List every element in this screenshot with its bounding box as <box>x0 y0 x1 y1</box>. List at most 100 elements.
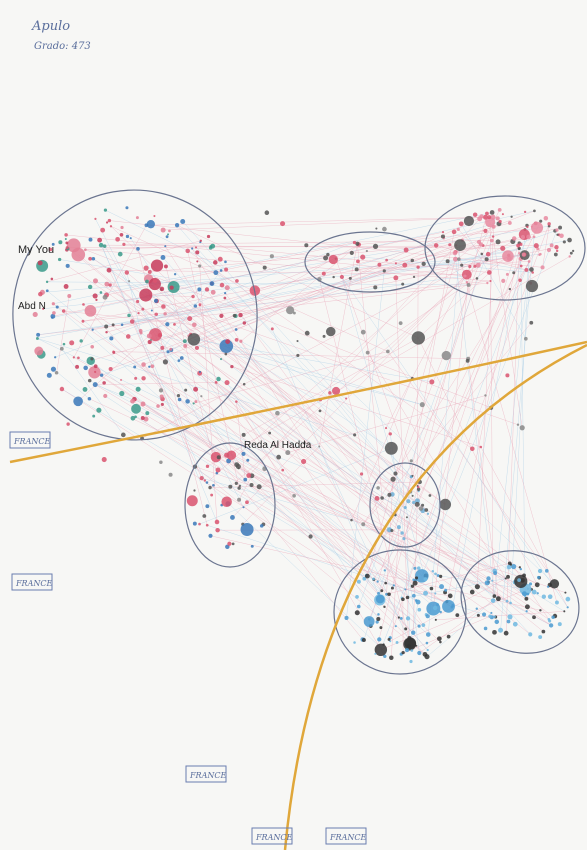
node-dot <box>420 402 425 407</box>
node-dot <box>241 452 245 456</box>
node-dot <box>355 595 359 599</box>
node-dot <box>227 542 231 546</box>
node-dot <box>160 287 165 292</box>
node-dot <box>207 235 210 238</box>
node-dot <box>85 305 97 317</box>
node-dot <box>529 321 533 325</box>
annotation-text: FRANCE <box>255 833 292 842</box>
node-dot <box>466 359 470 363</box>
node-dot <box>475 584 480 589</box>
node-dot <box>432 570 434 572</box>
node-dot <box>178 359 181 362</box>
node-dot <box>477 216 482 221</box>
node-dot <box>538 635 542 639</box>
node-dot <box>281 469 284 472</box>
node-dot <box>97 238 102 243</box>
node-dot <box>467 283 471 287</box>
node-dot <box>542 630 546 634</box>
node-dot <box>125 270 129 274</box>
node-dot <box>100 228 105 233</box>
node-dot <box>373 285 377 289</box>
node-dot <box>191 295 194 298</box>
node-dot <box>496 239 501 244</box>
node-dot <box>435 619 437 621</box>
node-dot <box>349 277 352 280</box>
node-dot <box>235 328 238 331</box>
node-dot <box>452 230 457 235</box>
node-dot <box>545 569 549 573</box>
node-dot <box>94 218 96 220</box>
node-dot <box>539 220 542 223</box>
node-dot <box>498 220 501 223</box>
node-dot <box>493 571 497 575</box>
node-dot <box>493 594 497 598</box>
node-dot <box>375 227 377 229</box>
node-label: My You <box>18 244 54 256</box>
node-dot <box>492 235 494 237</box>
node-dot <box>385 442 398 455</box>
node-dot <box>373 244 378 249</box>
node-dot <box>429 494 432 497</box>
node-dot <box>404 588 406 590</box>
node-dot <box>496 596 501 601</box>
node-dot <box>506 600 509 603</box>
node-dot <box>235 482 238 485</box>
node-dot <box>512 271 515 274</box>
node-dot <box>213 260 218 265</box>
node-dot <box>415 599 418 602</box>
node-dot <box>46 289 49 292</box>
node-dot <box>241 523 254 536</box>
node-dot <box>102 381 106 385</box>
node-dot <box>493 615 496 618</box>
node-dot <box>230 515 235 520</box>
scanned-sheet: Apulo Grado: 473 My You Abd N Reda Al Ha… <box>0 0 587 850</box>
node-dot <box>65 238 67 240</box>
node-label: Abd N <box>18 301 46 312</box>
node-dot <box>374 653 376 655</box>
node-dot <box>385 259 388 262</box>
node-dot <box>498 628 503 633</box>
node-dot <box>519 566 521 568</box>
node-dot <box>200 476 204 480</box>
node-dot <box>109 367 113 371</box>
annotation-text: FRANCE <box>189 771 226 780</box>
node-dot <box>126 334 131 339</box>
node-dot <box>215 381 218 384</box>
node-dot <box>136 216 139 219</box>
node-dot <box>401 283 404 286</box>
node-dot <box>139 329 143 333</box>
node-dot <box>401 651 404 654</box>
node-dot <box>522 591 527 596</box>
node-dot <box>165 322 169 326</box>
node-dot <box>492 225 496 229</box>
node-dot <box>168 230 171 233</box>
node-dot <box>505 577 507 579</box>
node-dot <box>263 266 267 270</box>
sheet-title: Apulo <box>31 19 70 34</box>
node-dot <box>477 614 480 617</box>
node-dot <box>164 264 168 268</box>
node-dot <box>384 582 387 585</box>
node-dot <box>193 489 195 491</box>
node-dot <box>555 229 558 232</box>
node-dot <box>210 281 215 286</box>
node-dot <box>415 645 417 647</box>
node-dot <box>154 299 158 303</box>
node-dot <box>447 635 451 639</box>
node-dot <box>426 642 429 645</box>
node-dot <box>47 373 52 378</box>
node-dot <box>270 254 274 258</box>
node-dot <box>448 243 451 246</box>
paper <box>0 0 587 850</box>
node-dot <box>548 618 551 621</box>
node-dot <box>563 240 566 243</box>
node-dot <box>216 377 220 381</box>
node-dot <box>161 255 166 260</box>
node-dot <box>107 268 112 273</box>
node-dot <box>390 477 395 482</box>
node-dot <box>412 495 414 497</box>
node-dot <box>524 597 528 601</box>
node-dot <box>308 534 312 538</box>
node-dot <box>485 257 489 261</box>
node-dot <box>393 584 395 586</box>
